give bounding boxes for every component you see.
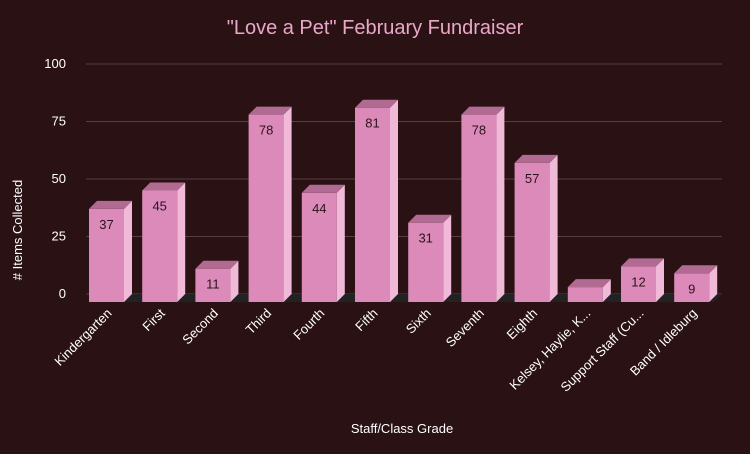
bar-front xyxy=(621,266,656,302)
bar: 31 xyxy=(408,214,452,302)
chart-floor xyxy=(88,294,722,302)
data-label: 57 xyxy=(525,171,539,186)
bar-front xyxy=(195,268,231,302)
y-tick-label: 50 xyxy=(52,171,66,186)
bar-top xyxy=(461,106,505,115)
data-label: 78 xyxy=(472,123,486,138)
y-tick-label: 0 xyxy=(59,286,66,301)
bar-top xyxy=(674,265,718,274)
bar-top xyxy=(621,258,664,267)
bar-front xyxy=(142,190,178,302)
bar-side xyxy=(336,184,345,302)
bar-top xyxy=(195,260,239,269)
bar-side xyxy=(496,106,505,302)
chart-title: "Love a Pet" February Fundraiser xyxy=(227,17,524,39)
data-label: 78 xyxy=(259,123,273,138)
bar: 37 xyxy=(89,200,132,302)
bar: 44 xyxy=(301,184,345,302)
y-tick-label: 100 xyxy=(44,56,66,71)
data-label: 37 xyxy=(99,217,113,232)
data-label: 31 xyxy=(418,231,432,246)
bar-top xyxy=(355,99,398,108)
bar-side xyxy=(124,200,132,302)
bar-side xyxy=(390,99,398,302)
data-label: 11 xyxy=(206,277,220,292)
bar-front xyxy=(301,192,337,302)
data-label: 45 xyxy=(152,199,166,214)
data-label: 3 xyxy=(582,259,589,274)
bar: 81 xyxy=(355,99,398,302)
bar-front xyxy=(248,114,284,302)
bar-front xyxy=(461,114,497,302)
data-label: 9 xyxy=(688,281,695,296)
bar-front xyxy=(408,222,444,302)
y-tick-label: 75 xyxy=(52,114,66,129)
bar-side xyxy=(177,182,186,302)
y-axis-title: # Items Collected xyxy=(10,180,25,280)
y-tick-label: 25 xyxy=(52,229,66,244)
bar-top xyxy=(301,184,345,193)
bar: 78 xyxy=(461,106,505,302)
bar-front xyxy=(567,287,603,302)
bar: 11 xyxy=(195,260,239,302)
bar-front xyxy=(514,162,550,302)
data-label: 44 xyxy=(312,201,326,216)
data-label: 12 xyxy=(631,274,645,289)
bar-front xyxy=(89,208,124,302)
bar-front xyxy=(674,273,710,302)
data-label: 81 xyxy=(365,116,379,131)
x-axis-title: Staff/Class Grade xyxy=(351,421,453,436)
bar-top xyxy=(89,200,132,209)
bar-side xyxy=(656,258,664,302)
bar-side xyxy=(230,260,239,302)
bar-side xyxy=(709,265,718,302)
bar-top xyxy=(408,214,452,223)
bar-top xyxy=(142,182,186,191)
bars: 37 45 11 78 44 81 31 78 57 3 12 9 xyxy=(89,99,718,302)
bar: 3 xyxy=(567,259,611,302)
bar-side xyxy=(602,279,611,302)
bar-front xyxy=(355,107,390,302)
floor-slab xyxy=(88,294,722,302)
bar-top xyxy=(248,106,292,115)
bar-top xyxy=(514,154,558,163)
bar: 9 xyxy=(674,265,718,302)
bar-side xyxy=(549,154,558,302)
bar: 78 xyxy=(248,106,292,302)
bar-side xyxy=(283,106,292,302)
y-axis-ticks: 0 25 50 75 100 xyxy=(44,56,66,301)
bar-side xyxy=(443,214,452,302)
bar: 57 xyxy=(514,154,558,302)
bar: 12 xyxy=(621,258,664,302)
bar-top xyxy=(567,279,611,288)
bar: 45 xyxy=(142,182,186,302)
